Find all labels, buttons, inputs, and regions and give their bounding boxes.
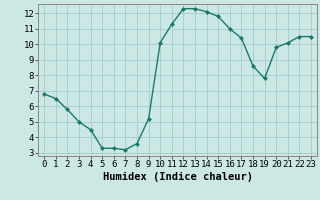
X-axis label: Humidex (Indice chaleur): Humidex (Indice chaleur) bbox=[103, 172, 252, 182]
